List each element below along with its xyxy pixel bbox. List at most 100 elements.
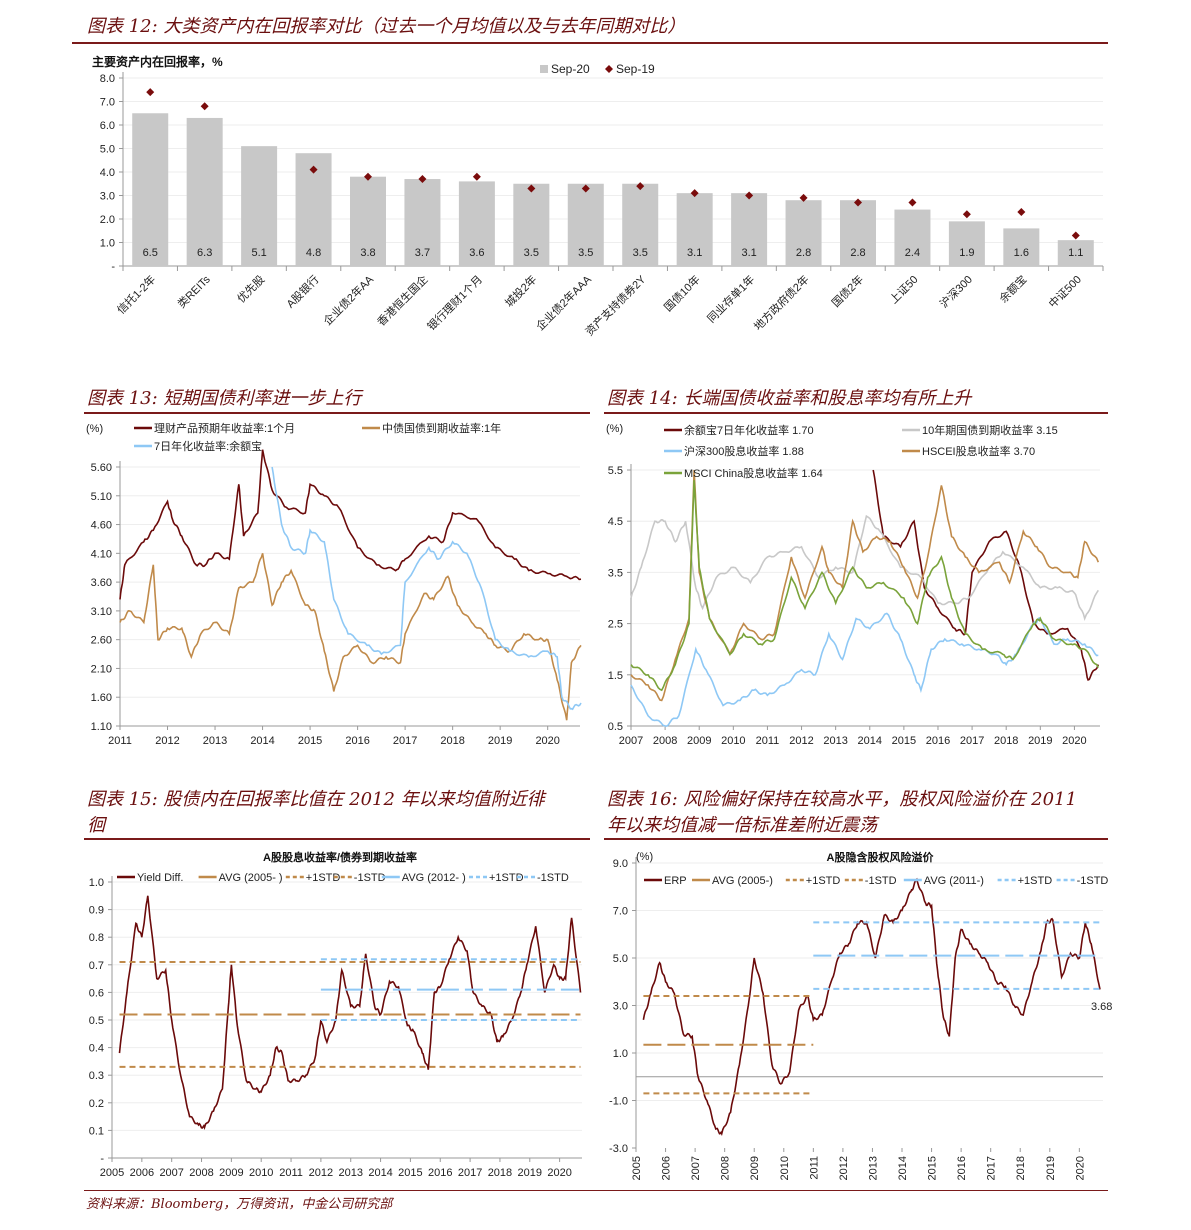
legend-label: 余额宝7日年化收益率 1.70 xyxy=(684,423,814,437)
x-tick-label: 2019 xyxy=(1045,1156,1057,1180)
y-tick-label: 7.0 xyxy=(613,906,628,918)
fig13-line-chart: 1.10 1.60 2.10 2.60 3.10 3.60 4.10 4.60 5.10 5.60… xyxy=(86,421,582,747)
y-tick-label: -1.0 xyxy=(609,1096,628,1108)
bar-value-label: 2.8 xyxy=(850,247,865,259)
legend-label: -1STD xyxy=(354,872,386,884)
x-tick-label: 2016 xyxy=(345,735,369,747)
fig12-title: 图表 12: 大类资产内在回报率对比（过去一个月均值以及与去年同期对比） xyxy=(87,16,686,37)
series-line-2 xyxy=(630,612,1099,727)
x-tick-label: 2018 xyxy=(488,1167,512,1179)
y-tick-label: - xyxy=(111,261,115,273)
fig13-title: 图表 13: 短期国债利率进一步上行 xyxy=(87,388,362,409)
x-tick-label: 2011 xyxy=(756,735,780,747)
legend-label: +1STD xyxy=(306,872,341,884)
y-tick-label: 3.10 xyxy=(91,606,112,618)
x-tick-label: 2018 xyxy=(994,735,1018,747)
x-tick-label: 2009 xyxy=(749,1156,761,1180)
marker-sep-19 xyxy=(364,172,372,181)
legend-label: MSCI China股息收益率 1.64 xyxy=(684,466,823,480)
bar-value-label: 1.1 xyxy=(1068,247,1083,259)
bar-sep-20 xyxy=(676,193,713,266)
bar-value-label: 3.7 xyxy=(415,247,430,259)
marker-sep-19 xyxy=(745,191,754,200)
legend-label: +1STD xyxy=(1018,875,1053,887)
series-line-0 xyxy=(642,877,1101,1136)
y-tick-label: 3.0 xyxy=(100,191,115,203)
x-tick-label: 2015 xyxy=(927,1156,939,1180)
marker-sep-19 xyxy=(527,184,536,193)
bar-sep-20 xyxy=(513,183,550,266)
y-tick-label: -3.0 xyxy=(609,1143,628,1155)
source-rule xyxy=(84,1190,1108,1191)
x-tick-label: 2010 xyxy=(779,1156,791,1180)
marker-sep-19 xyxy=(200,102,209,111)
bar-sep-20 xyxy=(622,183,659,266)
source-note: 资料来源：Bloomberg，万得资讯，中金公司研究部 xyxy=(86,1197,393,1212)
series-line-0 xyxy=(119,449,582,600)
legend-label: +1STD xyxy=(489,872,524,884)
x-tick-label: 2007 xyxy=(619,735,643,747)
y-tick-label: 0.5 xyxy=(89,1015,104,1027)
y-tick-label: 1.0 xyxy=(613,1048,628,1060)
bar-value-label: 3.5 xyxy=(524,247,539,259)
legend-label: AVG (2012- ) xyxy=(402,872,466,884)
fig16-chart-title: A股隐含股权风险溢价 xyxy=(827,850,935,864)
y-tick-label: 5.0 xyxy=(613,953,628,965)
bar-sep-20 xyxy=(350,176,386,266)
bar-sep-20 xyxy=(186,117,223,266)
x-tick-label: 2015 xyxy=(298,735,322,747)
y-tick-label: 5.5 xyxy=(608,465,623,477)
x-tick-label: 2012 xyxy=(789,735,813,747)
y-tick-label: 4.0 xyxy=(100,167,115,179)
x-tick-label: 2017 xyxy=(458,1167,482,1179)
x-tick-label: 2009 xyxy=(687,735,711,747)
y-tick-label: 2.60 xyxy=(91,635,112,647)
bar-value-label: 6.3 xyxy=(197,247,212,259)
y-tick-label: 1.60 xyxy=(91,692,112,704)
marker-sep-19 xyxy=(581,184,590,193)
bar-sep-20 xyxy=(132,113,169,266)
y-tick-label: 7.0 xyxy=(100,97,115,109)
marker-sep-19 xyxy=(854,198,862,207)
bar-value-label: 3.1 xyxy=(741,247,756,259)
fig14-title: 图表 14: 长端国债收益率和股息率均有所上升 xyxy=(607,388,972,409)
x-tick-label: 2014 xyxy=(250,735,274,747)
bar-value-label: 1.9 xyxy=(959,247,974,259)
fig16-title-rule xyxy=(604,838,1108,840)
x-tick-label: 2005 xyxy=(100,1167,124,1179)
fig16-line-chart: -3.0 -1.0 1.0 3.0 5.0 7.0 9.0 2005 2006 2007 2008 2… xyxy=(609,850,1112,1180)
series-line-1 xyxy=(119,553,582,721)
bar-sep-20 xyxy=(785,200,822,266)
x-tick-label: 2013 xyxy=(338,1167,362,1179)
y-tick-label: 0.7 xyxy=(89,960,104,972)
fig14-ylabel: (%) xyxy=(606,423,623,435)
fig13-ylabel: (%) xyxy=(86,423,103,435)
fig15-title: 图表 15: 股债内在回报率比值在 2012 年以来均值附近徘 徊 xyxy=(87,787,545,839)
legend-swatch-sep-19 xyxy=(605,65,613,73)
legend-label: 10年期国债到期收益率 3.15 xyxy=(922,423,1058,437)
marker-sep-19 xyxy=(418,175,427,184)
series-line-3 xyxy=(630,469,1100,702)
marker-sep-19 xyxy=(472,172,481,181)
legend-label: 理财产品预期年收益率:1个月 xyxy=(154,421,295,435)
bar-sep-20 xyxy=(1003,228,1040,266)
x-tick-label: 2012 xyxy=(838,1156,850,1180)
bar-sep-20 xyxy=(458,181,495,266)
bar-sep-20 xyxy=(894,209,931,266)
x-tick-label: 2008 xyxy=(720,1156,732,1180)
bar-value-label: 2.8 xyxy=(796,247,811,259)
y-tick-label: 0.3 xyxy=(89,1070,104,1082)
legend-label: Sep-19 xyxy=(616,62,655,76)
fig16-ylabel: (%) xyxy=(636,851,653,863)
bar-value-label: 1.6 xyxy=(1014,247,1029,259)
legend-label: -1STD xyxy=(865,875,897,887)
series-line-4 xyxy=(630,480,1100,692)
y-tick-label: 0.4 xyxy=(89,1043,104,1055)
y-tick-label: 6.0 xyxy=(100,120,115,132)
x-tick-label: 2018 xyxy=(1015,1156,1027,1180)
marker-sep-19 xyxy=(1017,207,1026,216)
x-tick-label: 2010 xyxy=(249,1167,273,1179)
x-tick-label: 2013 xyxy=(203,735,227,747)
x-tick-label: 2017 xyxy=(393,735,417,747)
legend-label: -1STD xyxy=(537,872,569,884)
